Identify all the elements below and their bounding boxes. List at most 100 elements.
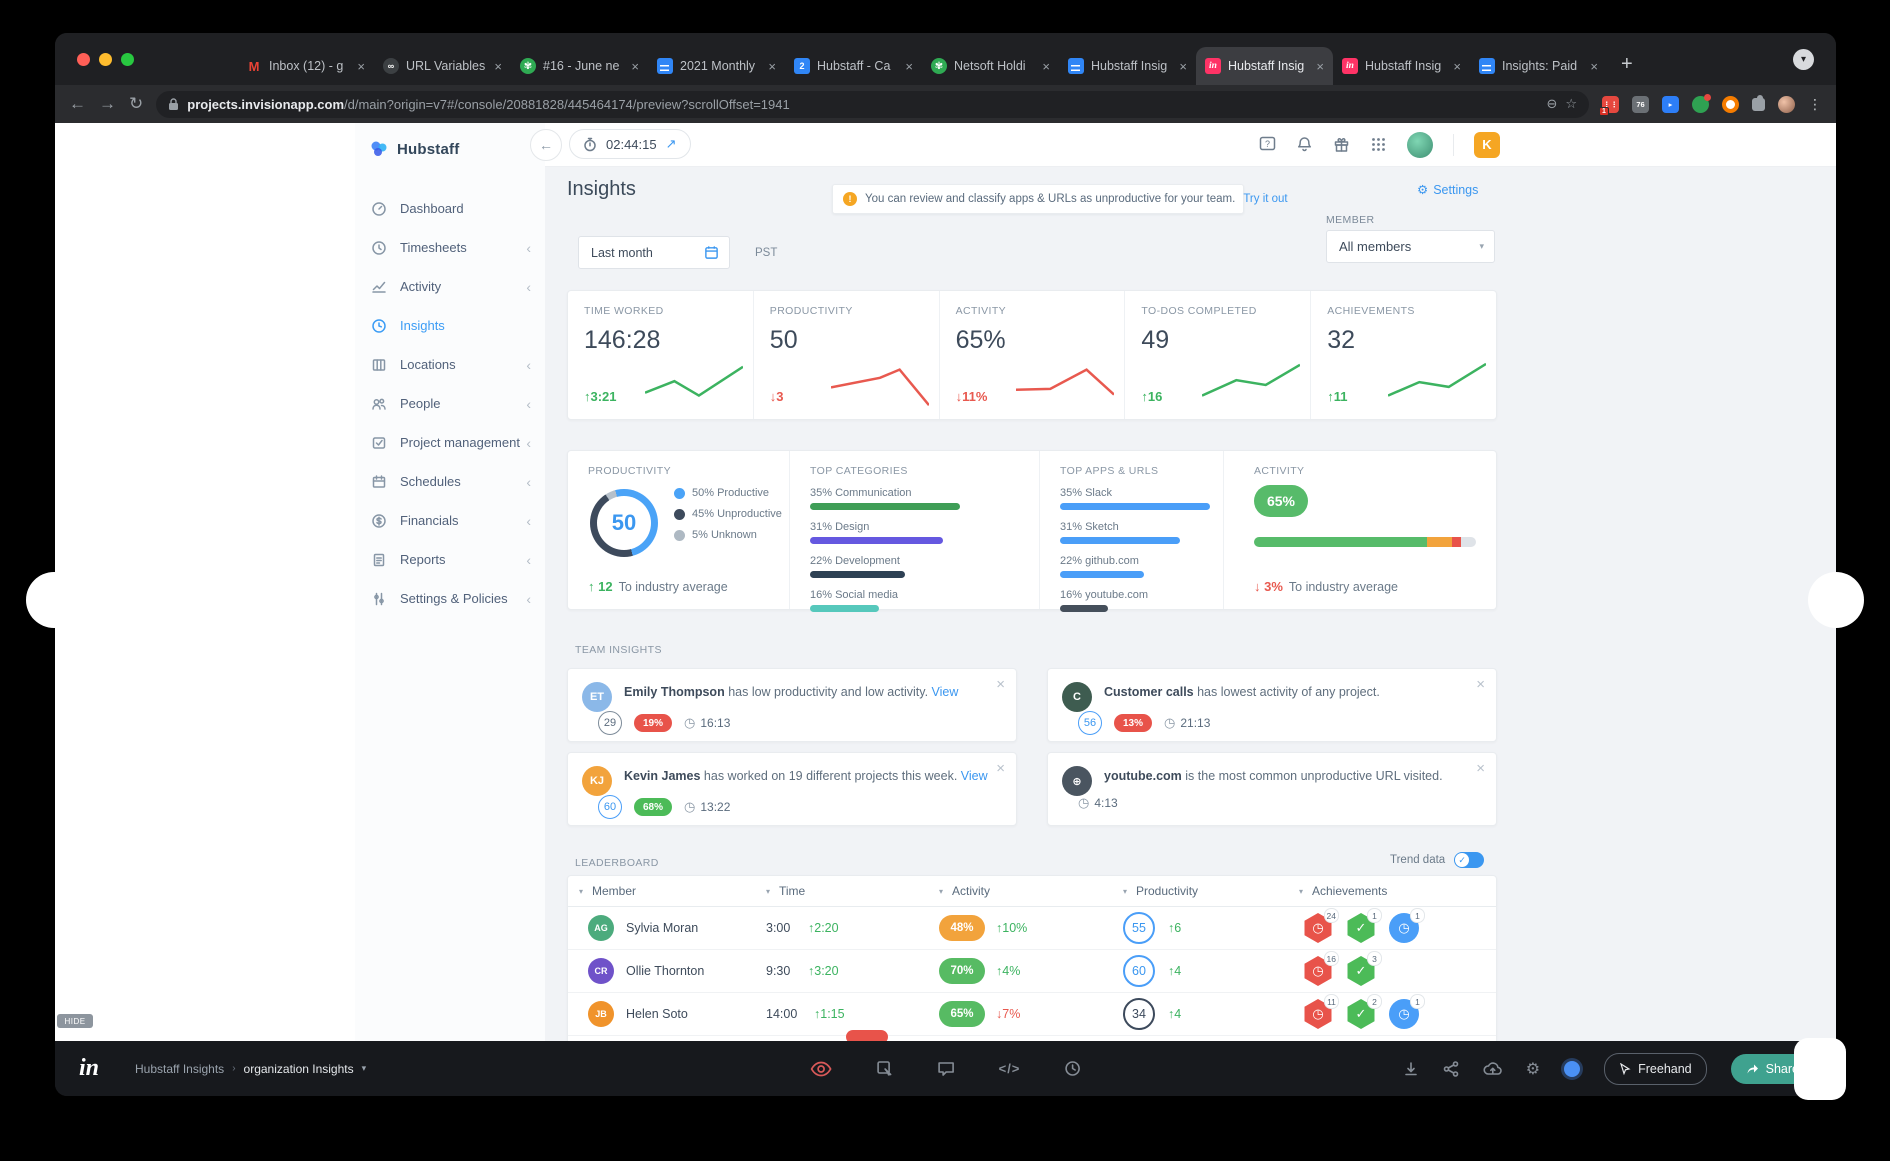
- tab-close-icon[interactable]: ×: [1316, 58, 1324, 74]
- apps-grid-icon[interactable]: [1370, 136, 1387, 153]
- extension-counter-icon[interactable]: 76: [1632, 95, 1649, 113]
- inspect-code-icon[interactable]: </>: [998, 1061, 1021, 1076]
- sort-icon[interactable]: ▾: [1123, 887, 1128, 896]
- tab-close-icon[interactable]: ×: [1042, 58, 1050, 74]
- next-screen-handle[interactable]: [1808, 572, 1864, 628]
- gift-icon[interactable]: [1333, 136, 1350, 153]
- sidebar-item-reports[interactable]: Reports ‹: [355, 540, 545, 579]
- sidebar-item-dashboard[interactable]: Dashboard: [355, 189, 545, 228]
- browser-tab[interactable]: Hubstaff Insig ×: [1059, 47, 1196, 85]
- column-member[interactable]: Member: [592, 884, 637, 898]
- video-extension-icon[interactable]: ▸: [1662, 95, 1679, 113]
- reload-icon[interactable]: ↻: [129, 94, 144, 113]
- browser-menu-icon[interactable]: ⋮: [1808, 95, 1822, 112]
- hide-button[interactable]: HIDE: [57, 1014, 93, 1028]
- table-row[interactable]: JB Helen Soto 14:00 ↑1:15 65% ↓7% 34 ↑4 …: [568, 993, 1496, 1036]
- column-time[interactable]: Time: [779, 884, 806, 898]
- browser-tab[interactable]: in Hubstaff Insig ×: [1333, 47, 1470, 85]
- share-nodes-icon[interactable]: [1443, 1060, 1459, 1077]
- browser-tab[interactable]: 2021 Monthly ×: [648, 47, 785, 85]
- close-window-button[interactable]: [77, 53, 90, 66]
- gear-icon[interactable]: ⚙: [1525, 1060, 1541, 1078]
- breadcrumb-screen[interactable]: organization Insights: [243, 1061, 354, 1076]
- tab-close-icon[interactable]: ×: [631, 58, 639, 74]
- camera-extension-icon[interactable]: [1722, 95, 1739, 113]
- column-activity[interactable]: Activity: [952, 884, 991, 898]
- address-bar[interactable]: projects.invisionapp.com/d/main?origin=v…: [156, 90, 1589, 118]
- workspace-badge[interactable]: K: [1474, 131, 1500, 158]
- sidebar-item-insights[interactable]: Insights: [355, 306, 545, 345]
- tab-close-icon[interactable]: ×: [494, 58, 502, 74]
- browser-tab-active[interactable]: in Hubstaff Insig ×: [1196, 47, 1333, 85]
- view-link[interactable]: View: [960, 769, 988, 783]
- zoom-out-icon[interactable]: ⊖: [1546, 96, 1558, 111]
- invision-logo[interactable]: in: [79, 1055, 100, 1081]
- browser-tab[interactable]: M Inbox (12) - g ×: [237, 47, 374, 85]
- table-row[interactable]: CR Ollie Thornton 9:30 ↑3:20 70% ↑4% 60 …: [568, 950, 1496, 993]
- download-icon[interactable]: [1403, 1061, 1419, 1077]
- forward-icon[interactable]: →: [99, 94, 116, 113]
- help-icon[interactable]: ?: [1259, 136, 1276, 153]
- back-icon[interactable]: ←: [69, 94, 86, 113]
- comment-icon[interactable]: [937, 1061, 955, 1077]
- previous-screen-handle[interactable]: [26, 572, 82, 628]
- sort-icon[interactable]: ▾: [579, 887, 584, 896]
- tab-search-button[interactable]: ▾: [1793, 49, 1814, 70]
- tab-close-icon[interactable]: ×: [357, 58, 365, 74]
- tab-close-icon[interactable]: ×: [1179, 58, 1187, 74]
- browser-profile-avatar[interactable]: [1778, 95, 1795, 113]
- maximize-window-button[interactable]: [121, 53, 134, 66]
- column-achievements[interactable]: Achievements: [1312, 884, 1388, 898]
- tab-close-icon[interactable]: ×: [768, 58, 776, 74]
- sidebar-item-settings-policies[interactable]: Settings & Policies ‹: [355, 579, 545, 618]
- close-icon[interactable]: ×: [996, 760, 1005, 777]
- browser-tab[interactable]: ∞ URL Variables ×: [374, 47, 511, 85]
- browser-tab[interactable]: ✾ #16 - June ne ×: [511, 47, 648, 85]
- history-icon[interactable]: [1064, 1060, 1081, 1077]
- sidebar-item-activity[interactable]: Activity ‹: [355, 267, 545, 306]
- sidebar-item-locations[interactable]: Locations ‹: [355, 345, 545, 384]
- user-avatar[interactable]: [1407, 131, 1433, 158]
- extensions-puzzle-icon[interactable]: [1752, 94, 1765, 111]
- tab-close-icon[interactable]: ×: [1590, 58, 1598, 74]
- cloud-upload-icon[interactable]: [1483, 1061, 1502, 1076]
- notifications-bell-icon[interactable]: [1296, 136, 1313, 153]
- sidebar-item-financials[interactable]: Financials ‹: [355, 501, 545, 540]
- settings-link[interactable]: ⚙ Settings: [1417, 182, 1478, 198]
- browser-tab[interactable]: 2 Hubstaff - Ca ×: [785, 47, 922, 85]
- try-it-out-link[interactable]: Try it out: [1243, 193, 1288, 205]
- new-tab-button[interactable]: +: [1621, 52, 1633, 75]
- tab-close-icon[interactable]: ×: [905, 58, 913, 74]
- globe-extension-icon[interactable]: [1692, 93, 1711, 113]
- open-timer-icon[interactable]: ↗: [665, 136, 677, 151]
- bookmark-star-icon[interactable]: ☆: [1565, 96, 1577, 111]
- date-range-picker[interactable]: Last month: [578, 236, 730, 269]
- freehand-button[interactable]: Freehand: [1604, 1052, 1707, 1085]
- view-link[interactable]: View: [931, 685, 959, 699]
- timer-widget[interactable]: 02:44:15 ↗: [569, 129, 691, 159]
- breadcrumb-project[interactable]: Hubstaff Insights: [135, 1061, 225, 1076]
- close-icon[interactable]: ×: [1476, 760, 1485, 777]
- sidebar-item-schedules[interactable]: Schedules ‹: [355, 462, 545, 501]
- sidebar-item-people[interactable]: People ‹: [355, 384, 545, 423]
- breadcrumb[interactable]: Hubstaff Insights › organization Insight…: [135, 1062, 366, 1076]
- tab-close-icon[interactable]: ×: [1453, 58, 1461, 74]
- hubstaff-logo[interactable]: Hubstaff: [355, 123, 545, 159]
- column-productivity[interactable]: Productivity: [1136, 884, 1199, 898]
- presence-avatar[interactable]: [1564, 1060, 1581, 1077]
- extension-red-icon[interactable]: ⋮⋮ 1: [1599, 95, 1619, 116]
- close-icon[interactable]: ×: [1476, 676, 1485, 693]
- table-row[interactable]: AG Sylvia Moran 3:00 ↑2:20 48% ↑10% 55 ↑…: [568, 907, 1496, 950]
- close-icon[interactable]: ×: [996, 676, 1005, 693]
- sidebar-item-timesheets[interactable]: Timesheets ‹: [355, 228, 545, 267]
- build-mode-icon[interactable]: [876, 1060, 893, 1077]
- trend-data-toggle[interactable]: ✓: [1454, 852, 1485, 868]
- browser-tab[interactable]: ✾ Netsoft Holdi ×: [922, 47, 1059, 85]
- sort-icon[interactable]: ▾: [1299, 887, 1304, 896]
- preview-eye-icon[interactable]: [810, 1061, 832, 1077]
- collapse-sidebar-button[interactable]: ←: [530, 129, 562, 161]
- minimize-window-button[interactable]: [99, 53, 112, 66]
- sort-icon[interactable]: ▾: [766, 887, 771, 896]
- browser-tab[interactable]: Insights: Paid ×: [1470, 47, 1607, 85]
- sidebar-item-project-management[interactable]: Project management ‹: [355, 423, 545, 462]
